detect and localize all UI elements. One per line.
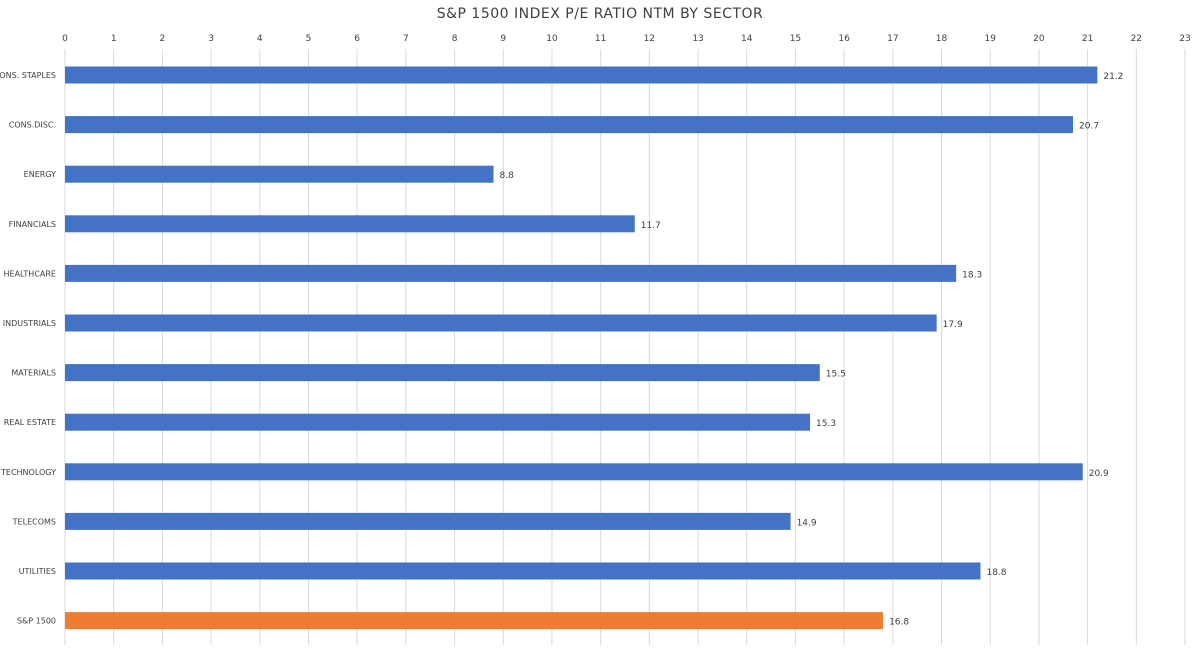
x-tick-label: 17 — [887, 34, 898, 44]
bar — [65, 463, 1083, 481]
x-tick-label: 18 — [936, 34, 948, 44]
category-label: TELECOMS — [12, 517, 56, 526]
bar — [65, 215, 635, 233]
value-label: 8.8 — [500, 171, 515, 181]
value-label: 17.9 — [943, 320, 963, 330]
gridlines — [64, 49, 1186, 645]
category-label: UTILITIES — [19, 567, 56, 576]
category-label: S&P 1500 — [17, 617, 56, 626]
value-label: 18.8 — [986, 568, 1006, 578]
x-tick-label: 15 — [790, 34, 801, 44]
bar — [65, 264, 957, 282]
x-tick-label: 16 — [838, 34, 850, 44]
bar — [65, 512, 791, 530]
bars — [65, 66, 1098, 630]
category-labels: CONS. STAPLES CONS.DISC. ENERGY FINANCIALS H… — [0, 71, 56, 626]
bar — [65, 413, 811, 431]
x-tick-label: 11 — [595, 34, 606, 44]
x-tick-label: 19 — [984, 34, 996, 44]
x-tick-label: 5 — [306, 34, 312, 44]
x-tick-label: 21 — [1082, 34, 1093, 44]
category-label: FINANCIALS — [9, 220, 56, 229]
category-label: CONS. STAPLES — [0, 71, 56, 80]
category-label: INDUSTRIALS — [3, 319, 56, 328]
bar — [65, 364, 820, 382]
value-labels: 21.2 20.7 8.8 11.7 18.3 17.9 15.5 15.3 20.9 14.9 1… — [500, 72, 1124, 628]
x-tick-label: 12 — [644, 34, 655, 44]
category-label: MATERIALS — [11, 369, 56, 378]
x-tick-label: 7 — [403, 34, 409, 44]
bar — [65, 562, 981, 580]
x-tick-label: 0 — [62, 34, 68, 44]
x-tick-label: 2 — [160, 34, 166, 44]
chart-title: S&P 1500 INDEX P/E RATIO NTM BY SECTOR — [436, 6, 764, 22]
x-tick-label: 20 — [1033, 34, 1045, 44]
value-label: 16.8 — [889, 618, 909, 628]
category-label: REAL ESTATE — [4, 418, 56, 427]
x-tick-label: 6 — [354, 34, 360, 44]
bar — [65, 314, 937, 332]
value-label: 21.2 — [1103, 72, 1123, 82]
x-tick-label: 10 — [546, 34, 558, 44]
category-label: TECHNOLOGY — [0, 468, 56, 477]
x-tick-label: 22 — [1131, 34, 1142, 44]
bar — [65, 66, 1098, 84]
x-axis-ticks: 0 1 2 3 4 5 6 7 8 9 10 11 12 13 14 15 16 17 18 19 20 21 22 23 — [62, 34, 1191, 44]
value-label: 20.9 — [1089, 469, 1109, 479]
category-label: ENERGY — [24, 170, 56, 179]
category-label: HEALTHCARE — [4, 269, 56, 278]
bar — [65, 165, 494, 183]
x-tick-label: 23 — [1179, 34, 1190, 44]
value-label: 11.7 — [641, 221, 661, 231]
x-tick-label: 14 — [741, 34, 753, 44]
x-tick-label: 4 — [257, 34, 263, 44]
bar — [65, 116, 1073, 134]
x-tick-label: 3 — [208, 34, 214, 44]
x-tick-label: 1 — [111, 34, 117, 44]
value-label: 18.3 — [962, 270, 982, 280]
x-tick-label: 8 — [452, 34, 458, 44]
category-label: CONS.DISC. — [9, 121, 56, 130]
value-label: 20.7 — [1079, 122, 1099, 132]
x-tick-label: 13 — [692, 34, 703, 44]
x-tick-label: 9 — [500, 34, 506, 44]
value-label: 14.9 — [797, 518, 817, 528]
bar — [65, 612, 884, 630]
value-label: 15.3 — [816, 419, 836, 429]
value-label: 15.5 — [826, 370, 846, 380]
